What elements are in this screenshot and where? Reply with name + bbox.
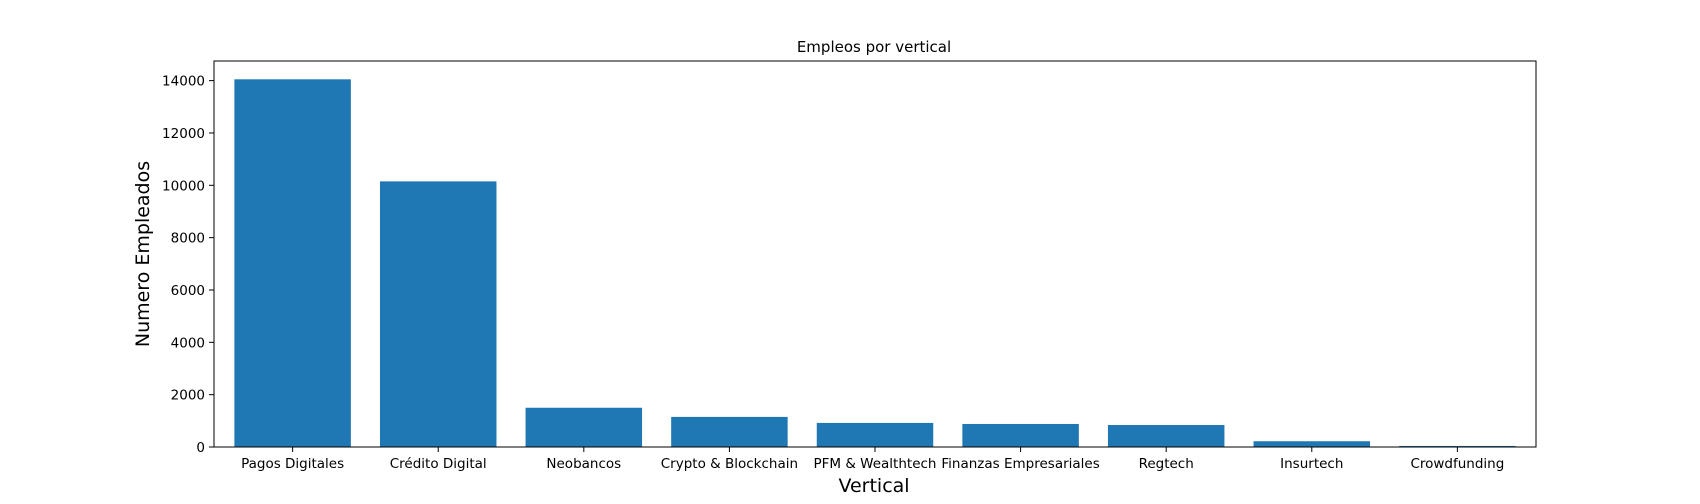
bar-3 bbox=[671, 416, 788, 447]
y-tick-label: 10000 bbox=[162, 178, 205, 194]
bar-6 bbox=[1107, 425, 1225, 447]
y-tick-label: 12000 bbox=[162, 126, 205, 142]
bar-2 bbox=[525, 407, 643, 447]
x-tick-label: PFM & Wealthtech bbox=[814, 456, 937, 472]
x-tick-label: Finanzas Empresariales bbox=[941, 456, 1099, 472]
chart-title: Empleos por vertical bbox=[797, 38, 951, 56]
x-tick-label: Crypto & Blockchain bbox=[661, 456, 798, 472]
x-tick-label: Regtech bbox=[1139, 456, 1194, 472]
x-tick-label: Crédito Digital bbox=[390, 456, 487, 472]
x-tick-label: Neobancos bbox=[546, 456, 621, 472]
x-tick-label: Crowdfunding bbox=[1410, 456, 1504, 472]
y-tick-label: 6000 bbox=[171, 283, 205, 299]
y-tick-label: 14000 bbox=[162, 74, 205, 90]
x-tick-label: Pagos Digitales bbox=[241, 456, 344, 472]
y-axis-label: Numero Empleados bbox=[132, 161, 154, 347]
bar-7 bbox=[1253, 441, 1371, 447]
x-axis-ticks: Pagos Digitales Crédito Digital Neobancos C… bbox=[241, 447, 1504, 472]
x-tick-label: Insurtech bbox=[1280, 456, 1343, 472]
bar-8 bbox=[1399, 445, 1516, 447]
y-tick-label: 0 bbox=[196, 440, 205, 456]
y-tick-label: 4000 bbox=[171, 335, 205, 351]
bar-4 bbox=[816, 422, 934, 447]
bar-5 bbox=[962, 423, 1079, 447]
y-tick-label: 8000 bbox=[171, 231, 205, 247]
x-axis-label: Vertical bbox=[838, 475, 909, 497]
y-tick-label: 2000 bbox=[171, 388, 205, 404]
bar-0 bbox=[234, 79, 351, 447]
bars bbox=[234, 79, 1516, 447]
y-axis-ticks: 0 2000 4000 6000 8000 10000 12000 14000 bbox=[162, 74, 214, 456]
bar-1 bbox=[379, 181, 497, 447]
plot-frame bbox=[213, 60, 1537, 448]
